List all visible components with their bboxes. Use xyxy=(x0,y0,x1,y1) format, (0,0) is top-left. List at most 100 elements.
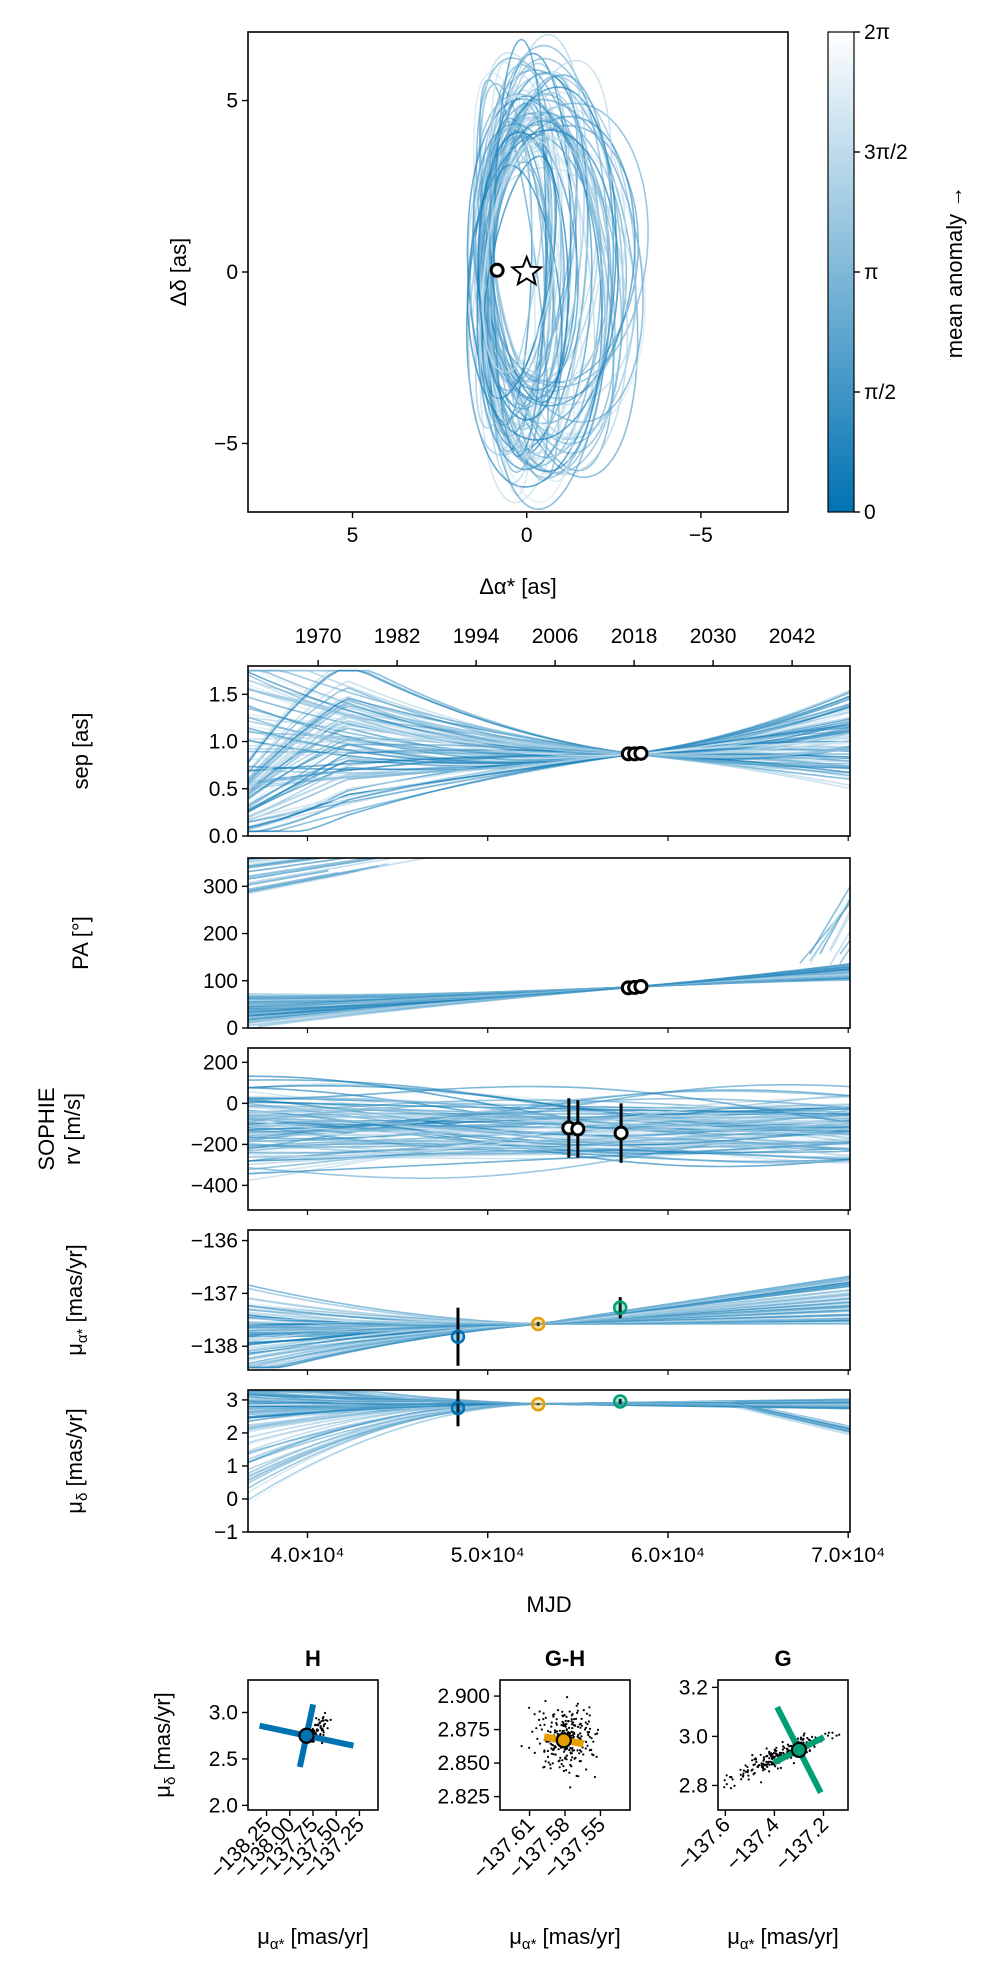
pm_g-sample xyxy=(751,1768,754,1771)
pm_gh-sample xyxy=(540,1728,543,1731)
pm_gh-sample xyxy=(561,1710,564,1713)
pa-track xyxy=(248,858,270,861)
sep-track xyxy=(248,698,850,764)
pm_gh-sample xyxy=(566,1747,569,1750)
pm_g-sample xyxy=(747,1778,750,1781)
pm_g-sample xyxy=(744,1770,747,1773)
pm_gh-sample xyxy=(596,1732,599,1735)
pm_gh-sample xyxy=(587,1720,591,1723)
pm_gh-sample xyxy=(558,1759,561,1762)
pm_gh-sample xyxy=(549,1767,552,1770)
pmra-ytick-label: −136 xyxy=(191,1230,238,1253)
pm_gh-sample xyxy=(550,1747,553,1750)
pm_gh-sample xyxy=(572,1718,576,1721)
pm_gh-sample xyxy=(570,1759,573,1762)
year-tick-label: 2042 xyxy=(769,625,816,648)
pmdec-xtick-label: 7.0×10⁴ xyxy=(811,1544,885,1567)
rv-track xyxy=(248,1117,850,1134)
pm_g-sample xyxy=(757,1764,760,1767)
pm_g-sample xyxy=(766,1754,769,1758)
orbit-track xyxy=(480,75,564,472)
pm_gh-sample xyxy=(592,1740,595,1743)
pm_gh-sample xyxy=(528,1706,531,1709)
pm-g-frame xyxy=(717,1679,849,1811)
pm_gh-sample xyxy=(570,1747,573,1750)
pm_g-sample xyxy=(768,1757,771,1760)
pm_gh-sample xyxy=(553,1713,556,1716)
pm_gh-sample xyxy=(580,1750,583,1753)
pm_gh-sample xyxy=(538,1710,541,1713)
pa-track xyxy=(248,841,389,855)
pm_h-ytick-label: 2.5 xyxy=(209,1748,238,1771)
sep-ytick-label: 0.0 xyxy=(209,825,238,848)
pm_gh-sample xyxy=(535,1727,538,1730)
pm-gh-title: G-H xyxy=(545,1646,585,1671)
pm_gh-sample xyxy=(570,1714,573,1717)
pm_h-sample xyxy=(325,1719,328,1722)
orbit-track xyxy=(486,74,615,511)
pm_g-sample xyxy=(760,1764,763,1767)
rv-ytick-label: −200 xyxy=(191,1133,238,1156)
pm_g-sample xyxy=(754,1758,758,1761)
pa-track xyxy=(248,831,499,857)
pm_g-sample xyxy=(760,1762,763,1765)
pm_gh-sample xyxy=(544,1699,547,1703)
pm-h-ylabel: μδ [mas/yr] xyxy=(150,1692,179,1797)
pm_h-sample xyxy=(319,1726,322,1729)
pm_g-sample xyxy=(723,1786,726,1789)
rv-ytick-label: 0 xyxy=(226,1092,238,1115)
pm_g-sample xyxy=(729,1776,732,1779)
pm_gh-sample xyxy=(549,1763,552,1766)
colorbar-tick-label: 2π xyxy=(864,21,890,44)
pm_gh-sample xyxy=(582,1753,585,1756)
pm_gh-sample xyxy=(564,1725,567,1728)
pm-g-title: G xyxy=(774,1646,791,1671)
pm_g-sample xyxy=(785,1747,788,1751)
pm_gh-sample xyxy=(577,1775,580,1778)
pa-track xyxy=(248,831,469,849)
pm_g-sample xyxy=(753,1771,756,1775)
pm_gh-sample xyxy=(590,1737,593,1740)
pm_h-center-point xyxy=(298,1727,315,1744)
pm_gh-sample xyxy=(584,1726,588,1729)
pm_h-sample xyxy=(316,1724,320,1727)
pm_g-sample xyxy=(774,1752,777,1755)
pm_g-sample xyxy=(831,1731,834,1734)
pa-ytick-label: 200 xyxy=(203,923,238,946)
pm_h-sample xyxy=(319,1725,322,1728)
pm_g-sample xyxy=(751,1759,754,1762)
pm_g-sample xyxy=(802,1734,805,1737)
pm_gh-sample xyxy=(544,1760,547,1763)
pm_gh-sample xyxy=(560,1724,563,1727)
pm_g-sample xyxy=(744,1764,747,1767)
pmdec-xtick-label: 4.0×10⁴ xyxy=(271,1544,345,1567)
pm_g-sample xyxy=(826,1734,830,1737)
pm_gh-sample xyxy=(578,1760,581,1763)
host-star-marker xyxy=(509,254,544,287)
pm_g-sample xyxy=(765,1747,768,1750)
pa-lines xyxy=(248,831,850,1028)
pm_g-sample xyxy=(759,1753,762,1756)
rv-ytick-label: 200 xyxy=(203,1051,238,1074)
pm_g-sample xyxy=(725,1783,728,1786)
pm_gh-sample xyxy=(594,1733,597,1736)
pm_gh-sample xyxy=(582,1709,585,1712)
pm_gh-sample xyxy=(586,1744,589,1747)
pm_gh-sample xyxy=(579,1737,582,1740)
pmra-ylabel: μα* [mas/yr] xyxy=(62,1244,91,1356)
sep-track xyxy=(248,724,850,829)
rv-track xyxy=(248,1139,850,1145)
pm_gh-sample xyxy=(551,1762,554,1765)
pm_gh-sample xyxy=(546,1749,550,1753)
pm-h-plot xyxy=(258,1703,355,1768)
pm_g-sample xyxy=(778,1753,781,1757)
sep-track xyxy=(248,702,850,784)
rv-track xyxy=(248,1085,850,1124)
pm_gh-sample xyxy=(542,1712,545,1715)
pm_gh-sample xyxy=(539,1724,542,1727)
pa-track xyxy=(248,969,850,1007)
pm_g-sample xyxy=(775,1746,778,1749)
colorbar-tick-label: 0 xyxy=(864,501,876,524)
colorbar-label: mean anomaly → xyxy=(942,186,967,358)
pm_gh-sample xyxy=(578,1752,581,1755)
